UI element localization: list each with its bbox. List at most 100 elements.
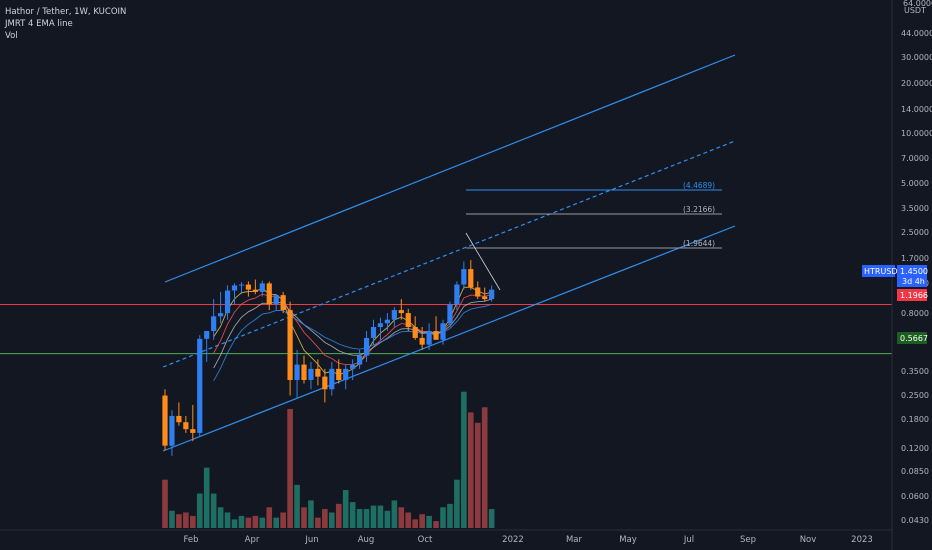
volume-bar [468, 412, 474, 528]
drawings[interactable] [0, 54, 892, 452]
candle-body [273, 295, 279, 305]
candle [287, 301, 293, 396]
volume-bar [210, 493, 217, 528]
green-level-badge [897, 332, 927, 344]
candle-body [454, 284, 460, 305]
volume-bar [238, 515, 245, 528]
volume-bar [335, 503, 342, 528]
price-tick-label: 30.0000 [901, 53, 932, 62]
indicator-vol-label[interactable]: Vol [5, 31, 18, 41]
volume-bar [481, 407, 488, 528]
price-tick-label: 0.0600 [901, 492, 929, 501]
price-tick-label: 0.8000 [901, 309, 929, 318]
volume-bar [231, 519, 238, 528]
candle [391, 307, 397, 328]
candle-body [301, 364, 307, 380]
red-level-badge [897, 289, 927, 301]
candle-body [169, 415, 175, 446]
volume-bar [329, 512, 335, 528]
price-tick-label: 14.0000 [901, 105, 932, 114]
candle [363, 331, 370, 362]
candle-body [322, 376, 328, 390]
candle [190, 404, 196, 442]
candle [426, 323, 432, 350]
countdown-label: 3d 4h [902, 277, 925, 286]
candle [197, 335, 203, 437]
price-tick-label: 2.5000 [901, 228, 929, 237]
volume-bar [287, 408, 293, 528]
candle-body [252, 289, 258, 292]
candle [412, 316, 418, 340]
symbol-title[interactable]: Hathor / Tether, 1W, KUCOIN [5, 7, 127, 17]
candle [273, 294, 279, 311]
last-price-badge [897, 265, 927, 287]
time-tick-label: Apr [245, 535, 260, 545]
candle [231, 283, 238, 305]
volume-bar [447, 503, 453, 528]
volume-bar [342, 490, 349, 528]
time-axis[interactable]: Feb Apr Jun Aug Oct 2022 Mar May Jul Sep Nov 2023 [0, 529, 892, 545]
candle-body [238, 284, 245, 286]
candle [238, 282, 245, 295]
candle-body [370, 327, 377, 338]
candles[interactable] [162, 260, 495, 456]
symbol-badge-label: HTRUSDT [864, 267, 903, 276]
candle [294, 349, 300, 398]
time-tick-label: Jun [304, 535, 318, 545]
price-tick-label: 0.0430 [901, 516, 929, 525]
volume-bar [252, 515, 259, 528]
time-tick-label: May [619, 535, 637, 545]
volume-bar [405, 512, 412, 528]
volume-bar [280, 512, 286, 528]
price-tick-label: 0.2500 [901, 391, 929, 400]
candle-body [329, 368, 335, 390]
volume-bar [433, 521, 439, 528]
price-tick-label: 1.7000 [901, 254, 929, 263]
volume-bar [294, 484, 300, 528]
candle-body [412, 327, 418, 338]
candle-body [433, 331, 439, 340]
volume-bar [322, 509, 328, 528]
candle-body [294, 364, 300, 380]
price-tick-label: 0.1200 [901, 444, 929, 453]
volume-bar [245, 517, 252, 528]
candle [211, 299, 217, 340]
candle [183, 415, 189, 433]
price-tick-label: 3.5000 [901, 204, 929, 213]
fib-trend-line [465, 232, 501, 291]
volume-bar [308, 500, 314, 528]
candle [350, 359, 356, 380]
volume-bar [162, 479, 168, 528]
candle [329, 361, 335, 396]
candle-body [197, 338, 203, 433]
channel-median-line [162, 140, 736, 368]
candle-body [489, 289, 495, 300]
price-tick-label: 0.1800 [901, 415, 929, 424]
candle [176, 402, 182, 426]
red-level-label: 1.1966 [900, 291, 928, 300]
volume-bar [315, 517, 321, 528]
time-tick-label: Nov [800, 535, 817, 545]
volume-bar [412, 519, 418, 528]
candle [259, 280, 265, 297]
volume-bar [454, 479, 460, 528]
time-tick-label: Sep [740, 535, 756, 545]
volume-bar [356, 509, 363, 528]
candle-body [363, 337, 370, 356]
price-tick-label: 20.0000 [901, 79, 932, 88]
candle [224, 285, 231, 320]
indicator-ema-label[interactable]: JMRT 4 EMA line [5, 19, 73, 29]
candle-body [384, 319, 390, 324]
candle-body [475, 287, 481, 297]
candle-body [315, 368, 321, 377]
candle [468, 260, 474, 290]
time-tick-label: Oct [418, 535, 433, 545]
chart-legend: Hathor / Tether, 1W, KUCOIN JMRT 4 EMA l… [5, 6, 126, 42]
volume-bar [440, 507, 446, 528]
volume-bar [190, 515, 196, 528]
price-tick-label: 5.0000 [901, 179, 929, 188]
candle [322, 368, 328, 403]
candle-body [245, 284, 251, 290]
